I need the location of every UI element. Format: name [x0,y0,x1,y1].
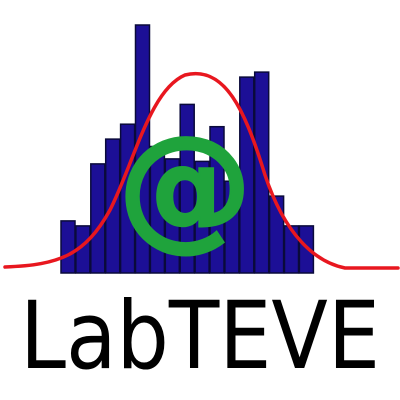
histogram-bar [164,158,181,274]
histogram-bar [253,71,270,274]
histogram-bar [60,220,76,274]
histogram-bar [268,195,285,274]
brand-wordmark: LabTEVE [20,282,380,391]
histogram-bar [149,145,166,274]
histogram-bar [209,125,225,274]
histogram-bar [224,180,240,274]
at-sign-icon: @ [118,107,253,264]
histogram-bar [179,103,195,274]
histogram-bar [298,225,315,274]
histogram-bar [239,76,255,274]
histogram-bar [90,163,106,274]
histogram-bar [283,225,300,274]
histogram-bars [60,24,315,274]
histogram-bar [194,160,210,274]
bell-curve [3,71,400,270]
